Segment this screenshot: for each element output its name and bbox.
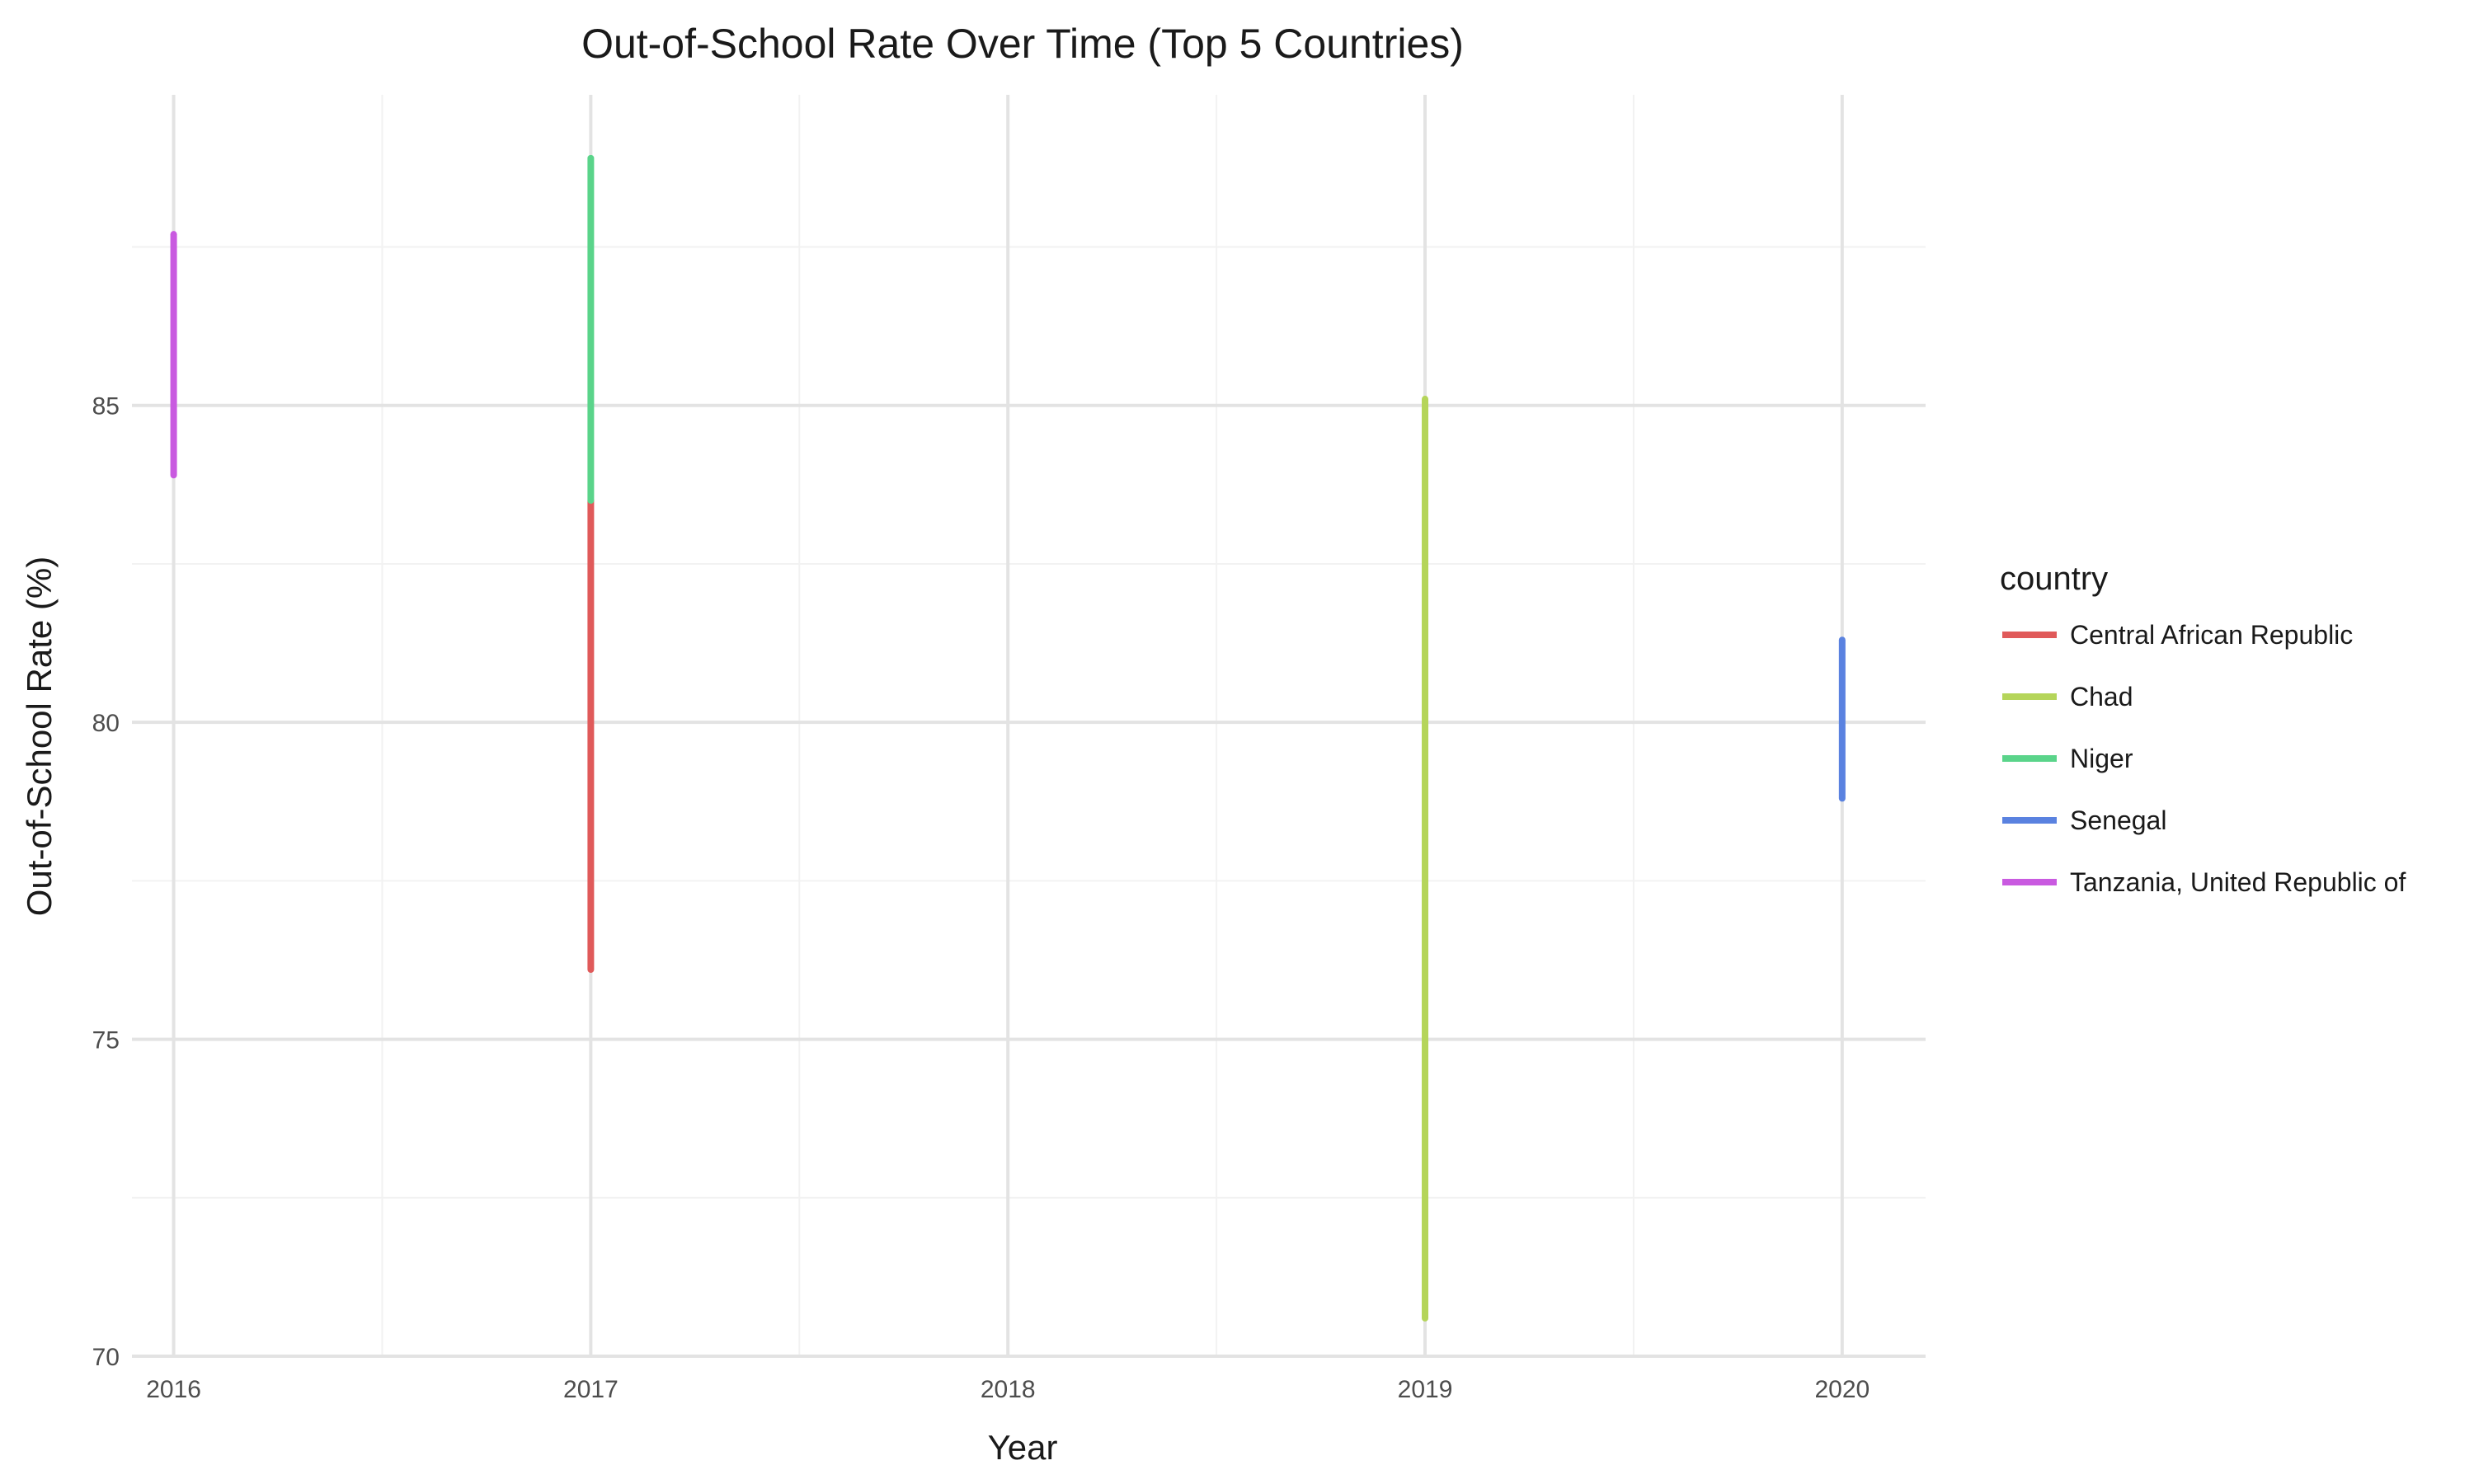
y-axis-title: Out-of-School Rate (%) [20,556,59,917]
legend-label: Senegal [2070,805,2166,835]
x-axis-title: Year [988,1428,1058,1467]
legend-item: Tanzania, United Republic of [2002,867,2406,897]
y-tick-labels: 70 75 80 85 [92,393,120,1371]
legend-label: Tanzania, United Republic of [2070,867,2406,897]
x-tick-label: 2018 [981,1376,1036,1403]
series-layer [170,154,1846,1322]
x-tick-label: 2017 [563,1376,618,1403]
legend-label: Central African Republic [2070,620,2353,650]
minor-grid [132,95,1926,1356]
legend-item: Senegal [2002,805,2166,835]
major-grid [132,95,1926,1358]
x-tick-label: 2020 [1814,1376,1870,1403]
chart-title: Out-of-School Rate Over Time (Top 5 Coun… [581,21,1464,67]
legend-label: Niger [2070,744,2133,773]
legend-item: Central African Republic [2002,620,2353,650]
y-tick-label: 75 [92,1027,120,1054]
y-tick-label: 85 [92,393,120,420]
legend: country Central African Republic Chad Nige… [2000,561,2406,897]
legend-title: country [2000,561,2108,597]
legend-item: Niger [2002,744,2133,773]
legend-label: Chad [2070,682,2133,711]
y-tick-label: 70 [92,1344,120,1371]
y-tick-label: 80 [92,710,120,737]
legend-item: Chad [2002,682,2133,711]
x-tick-label: 2019 [1398,1376,1453,1403]
x-tick-label: 2016 [146,1376,201,1403]
x-tick-labels: 2016 2017 2018 2019 2020 [146,1376,1870,1403]
legend-items: Central African Republic Chad Niger Senegal… [2002,620,2406,897]
